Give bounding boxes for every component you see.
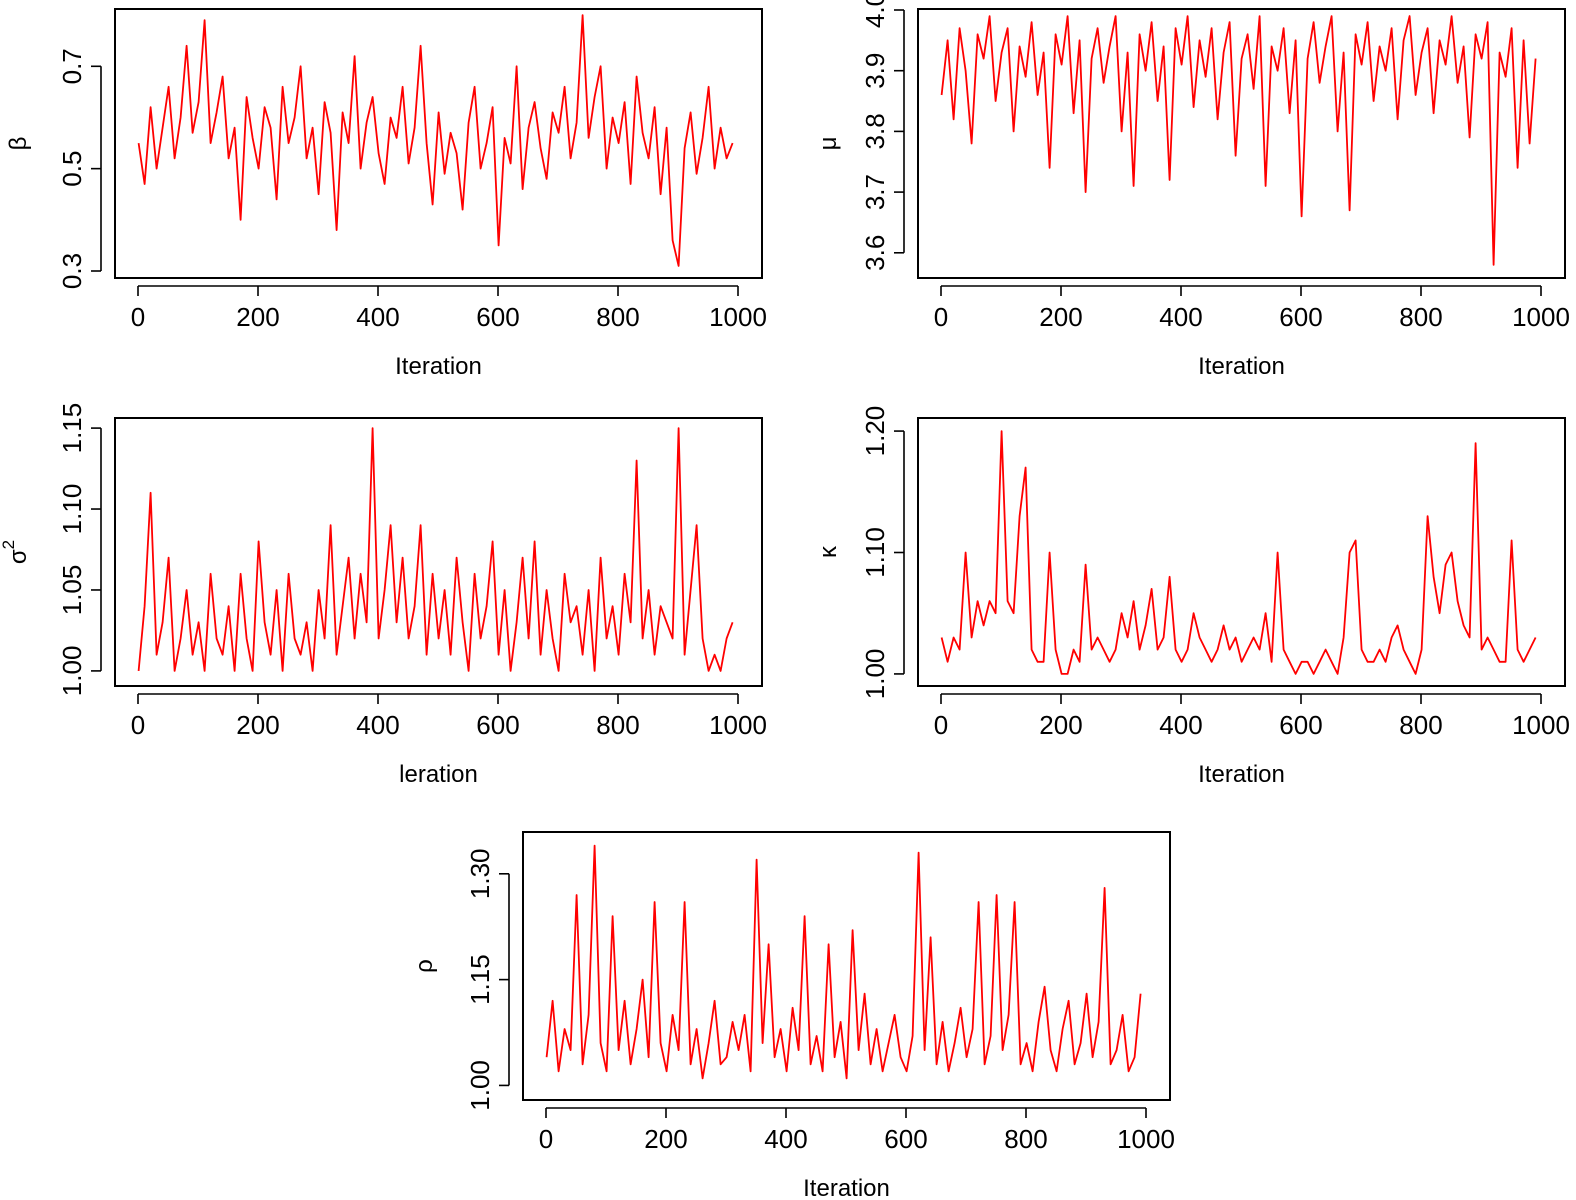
y-tick-label: 1.15: [57, 403, 87, 454]
x-tick-label: 400: [1159, 710, 1202, 740]
y-tick-label: 1.10: [57, 484, 87, 535]
y-axis-title: μ: [815, 137, 842, 151]
y-tick-label: 1.00: [57, 646, 87, 697]
y-tick-label: 1.15: [465, 954, 495, 1005]
sigma2-trace-line: [137, 427, 734, 672]
x-tick-label: 200: [1039, 710, 1082, 740]
y-tick-label: 1.20: [860, 406, 890, 457]
y-axis-title: κ: [815, 545, 842, 558]
x-tick-label: 800: [1399, 302, 1442, 332]
x-tick-label: 1000: [1117, 1124, 1175, 1154]
y-tick-label: 1.10: [860, 527, 890, 578]
plot-frame: [114, 8, 763, 279]
x-tick-label: 800: [1004, 1124, 1047, 1154]
y-tick-label: 0.5: [57, 151, 87, 187]
x-tick-label: 800: [596, 710, 639, 740]
x-tick-label: 1000: [709, 302, 767, 332]
y-tick-label: 1.30: [465, 848, 495, 899]
plot-frame: [917, 8, 1566, 279]
y-tick-label: 3.6: [860, 235, 890, 271]
x-tick-label: 600: [476, 710, 519, 740]
y-tick-label: 0.7: [57, 48, 87, 84]
plot-frame: [917, 417, 1566, 687]
x-tick-label: 0: [131, 302, 145, 332]
x-axis-title: leration: [399, 761, 478, 788]
mu-trace-line: [940, 15, 1537, 266]
x-tick-label: 800: [596, 302, 639, 332]
y-axis-title: σ2: [0, 540, 32, 564]
x-tick-label: 800: [1399, 710, 1442, 740]
rho-trace-panel: 0 200 400 600 800 1000 Iteration 1.00 1.15 1.30 ρ: [411, 831, 1175, 1200]
y-tick-label: 3.7: [860, 174, 890, 210]
x-axis-title: Iteration: [803, 1175, 890, 1200]
x-tick-label: 0: [539, 1124, 553, 1154]
x-tick-label: 1000: [709, 710, 767, 740]
rho-trace-line: [545, 844, 1142, 1080]
y-tick-label: 0.3: [57, 253, 87, 289]
y-axis-title: β: [5, 137, 32, 151]
plot-frame: [522, 831, 1171, 1101]
x-tick-label: 200: [644, 1124, 687, 1154]
x-tick-label: 600: [884, 1124, 927, 1154]
y-tick-label: 1.00: [860, 649, 890, 700]
y-tick-label: 4.0: [860, 0, 890, 28]
x-tick-label: 600: [476, 302, 519, 332]
x-axis-title: Iteration: [1198, 761, 1285, 788]
x-tick-label: 400: [764, 1124, 807, 1154]
x-tick-label: 200: [236, 302, 279, 332]
y-tick-label: 1.05: [57, 565, 87, 616]
sigma2-trace-panel: 0 200 400 600 800 1000 leration 1.00 1.05 1.10 1.1…: [0, 403, 767, 788]
kappa-trace-line: [940, 430, 1537, 675]
x-tick-label: 1000: [1512, 710, 1570, 740]
x-tick-label: 1000: [1512, 302, 1570, 332]
x-axis-title: Iteration: [395, 353, 482, 380]
x-tick-label: 0: [131, 710, 145, 740]
y-tick-label: 3.9: [860, 53, 890, 89]
plot-frame: [114, 417, 763, 687]
y-tick-label: 1.00: [465, 1060, 495, 1111]
x-tick-label: 200: [236, 710, 279, 740]
x-tick-label: 0: [934, 710, 948, 740]
kappa-trace-panel: 0 200 400 600 800 1000 Iteration 1.00 1.10 1.20 κ: [815, 406, 1570, 788]
mu-trace-panel: 0 200 400 600 800 1000 Iteration 3.6 3.7 3.8 3.9 4.…: [815, 0, 1570, 380]
y-tick-label: 3.8: [860, 113, 890, 149]
x-axis-title: Iteration: [1198, 353, 1285, 380]
x-tick-label: 600: [1279, 710, 1322, 740]
y-axis-title: ρ: [411, 959, 438, 973]
beta-trace-line: [137, 14, 734, 267]
x-tick-label: 200: [1039, 302, 1082, 332]
x-tick-label: 0: [934, 302, 948, 332]
x-tick-label: 400: [356, 302, 399, 332]
x-tick-label: 400: [1159, 302, 1202, 332]
x-tick-label: 600: [1279, 302, 1322, 332]
x-tick-label: 400: [356, 710, 399, 740]
beta-trace-panel: 0 200 400 600 800 1000 Iteration 0.3 0.5 0.7 β: [5, 8, 767, 380]
